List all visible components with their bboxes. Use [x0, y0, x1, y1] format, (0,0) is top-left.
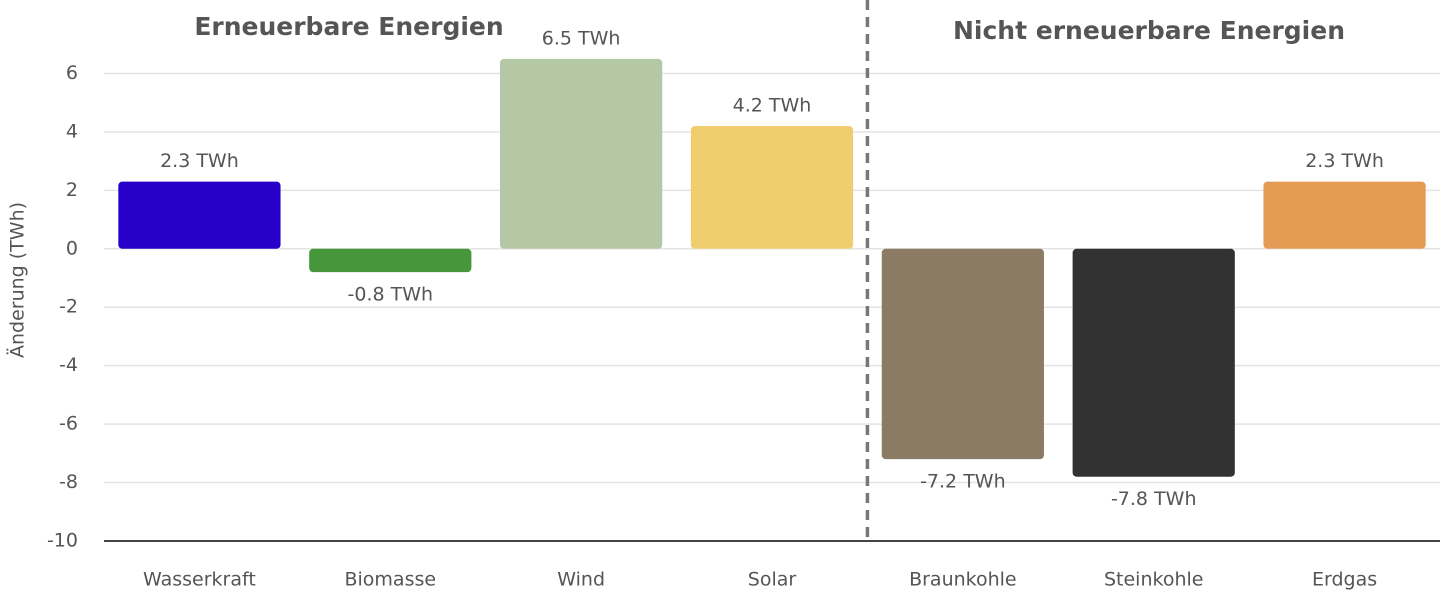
y-tick-label: 4 — [66, 120, 78, 142]
y-tick-label: -4 — [59, 354, 78, 376]
bar — [1072, 248, 1235, 477]
bar — [690, 126, 854, 249]
bar — [881, 248, 1044, 460]
y-tick-label: -2 — [59, 296, 78, 318]
group-title: Nicht erneuerbare Energien — [953, 16, 1345, 45]
y-tick-label: 6 — [66, 62, 78, 84]
value-label: 2.3 TWh — [1305, 150, 1384, 172]
group-title: Erneuerbare Energien — [194, 12, 503, 41]
value-label: 6.5 TWh — [542, 27, 621, 49]
value-label: 4.2 TWh — [733, 95, 812, 117]
value-label: -0.8 TWh — [348, 284, 434, 306]
y-tick-label: 0 — [66, 237, 78, 259]
x-tick-label: Erdgas — [1312, 569, 1377, 591]
x-tick-label: Steinkohle — [1104, 569, 1203, 591]
y-tick-label: -6 — [59, 413, 78, 435]
x-tick-label: Wasserkraft — [143, 569, 256, 591]
x-tick-label: Solar — [748, 569, 797, 591]
value-label: -7.8 TWh — [1111, 488, 1197, 510]
x-tick-label: Biomasse — [344, 569, 436, 591]
x-tick-label: Wind — [557, 569, 605, 591]
bar — [500, 58, 663, 249]
y-axis-label: Änderung (TWh) — [6, 202, 29, 358]
y-tick-label: -8 — [59, 471, 78, 493]
y-tick-label: 2 — [66, 179, 78, 201]
y-tick-label: -10 — [47, 530, 78, 552]
x-tick-label: Braunkohle — [909, 569, 1017, 591]
value-label: -7.2 TWh — [920, 471, 1006, 493]
value-label: 2.3 TWh — [160, 150, 239, 172]
bar — [1263, 181, 1426, 249]
bar — [309, 248, 472, 273]
bar — [118, 181, 281, 249]
